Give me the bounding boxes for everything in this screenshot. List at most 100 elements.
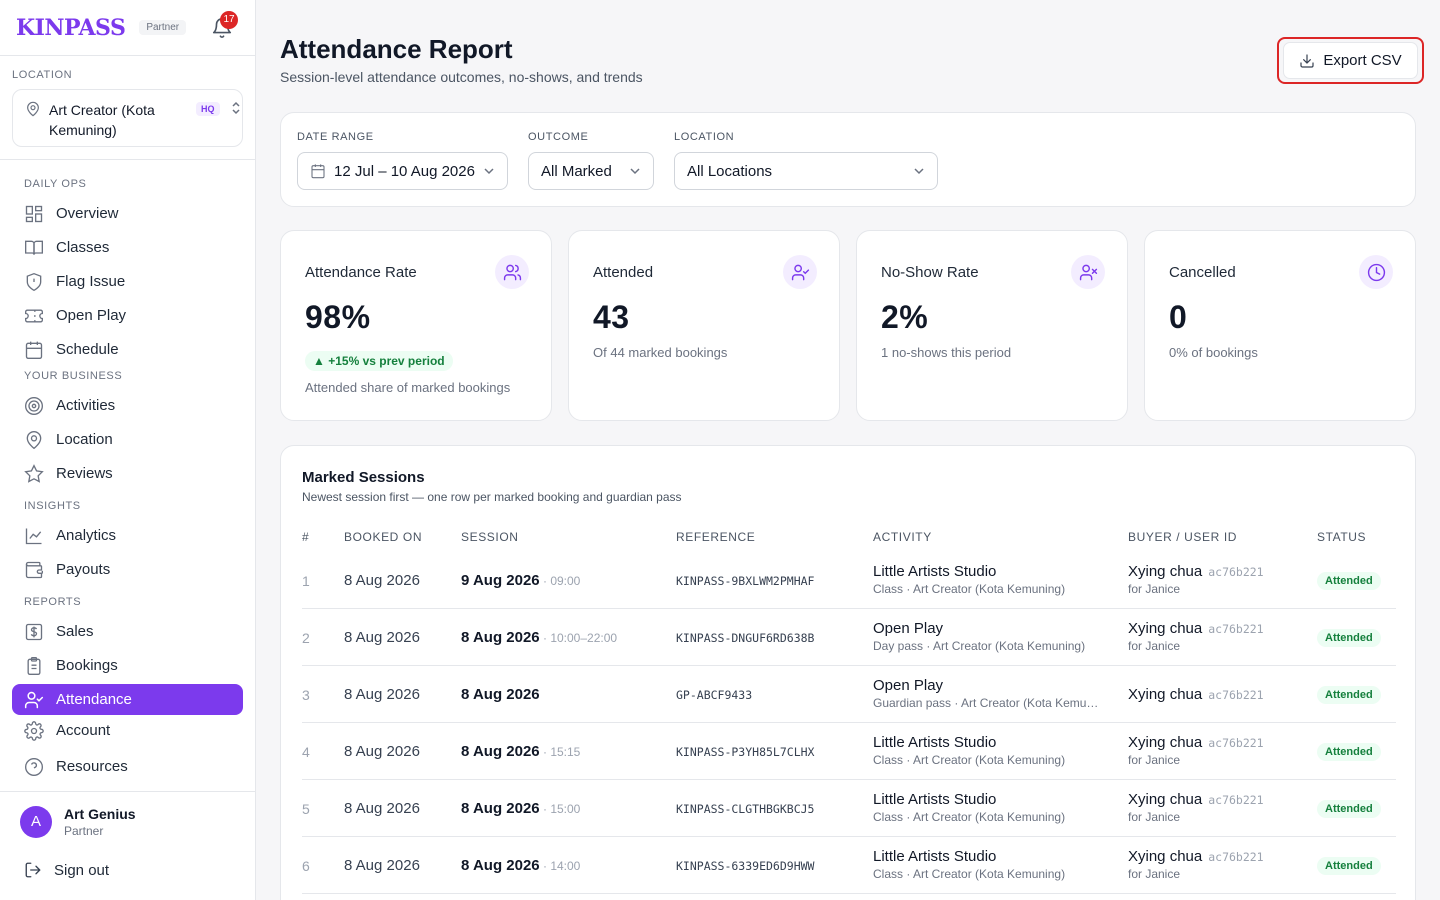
book-open-icon: [25, 240, 43, 255]
booked-on: 8 Aug 2026: [344, 686, 420, 703]
nav-label: Schedule: [56, 341, 119, 358]
activity-cell: Open Play Day pass · Art Creator (Kota Ke…: [873, 620, 1109, 653]
date-range-select[interactable]: 12 Jul – 10 Aug 2026: [297, 152, 508, 190]
buyer-cell: Xying chua ac76b221 for Janice: [1128, 791, 1264, 824]
table-row[interactable]: 3 8 Aug 2026 8 Aug 2026 GP-ABCF9433 Open Pla…: [302, 666, 1396, 723]
activity-detail: Class · Art Creator (Kota Kemuning): [873, 867, 1066, 881]
session-date: 8 Aug 2026: [461, 629, 540, 646]
hq-badge: HQ: [196, 102, 220, 116]
booking-reference[interactable]: KINPASS-9BXLWM2PMHAF: [676, 574, 815, 588]
table-row[interactable]: 1 8 Aug 2026 9 Aug 2026 · 09:00 KINPASS-9BX…: [302, 552, 1396, 609]
stat-title: Attended: [593, 264, 654, 281]
chevron-down-icon: [630, 168, 640, 175]
user-profile[interactable]: A Art Genius Partner: [20, 806, 136, 838]
notification-count-badge: 17: [220, 11, 238, 29]
ticket-icon: [25, 309, 43, 322]
location-switcher[interactable]: Art Creator (Kota Kemuning) HQ: [12, 89, 243, 147]
row-number: 5: [302, 801, 310, 817]
session-cell: 8 Aug 2026 · 15:15: [461, 743, 580, 760]
nav-item-location[interactable]: Location: [12, 424, 243, 455]
location-label: LOCATION: [12, 69, 73, 81]
chevron-down-icon: [484, 168, 494, 175]
calendar-icon: [25, 341, 43, 359]
location-filter-select[interactable]: All Locations: [674, 152, 938, 190]
users-icon: [495, 255, 529, 289]
sidebar-footer: A Art Genius Partner Sign out: [0, 791, 255, 900]
user-id: ac76b221: [1208, 688, 1264, 702]
column-header: REFERENCE: [676, 530, 756, 544]
help-circle-icon: [25, 757, 43, 776]
booking-reference[interactable]: GP-ABCF9433: [676, 688, 753, 702]
row-number: 6: [302, 858, 310, 874]
gear-icon: [24, 720, 44, 741]
buyer-for: for Janice: [1128, 867, 1181, 881]
user-id: ac76b221: [1208, 565, 1264, 579]
user-name: Art Genius: [64, 806, 136, 822]
status-badge: Attended: [1317, 800, 1381, 818]
nav-item-schedule[interactable]: Schedule: [12, 334, 243, 365]
session-time: · 10:00–22:00: [539, 631, 618, 645]
booking-reference[interactable]: KINPASS-CLGTHBGKBCJ5: [676, 802, 815, 816]
buyer-cell: Xying chua ac76b221 for Janice: [1128, 620, 1264, 653]
user-x-icon: [1071, 255, 1105, 289]
column-header: BUYER / USER ID: [1128, 530, 1238, 544]
export-csv-button[interactable]: Export CSV: [1283, 42, 1418, 79]
map-pin-icon: [27, 101, 39, 117]
buyer-for: for Janice: [1128, 639, 1181, 653]
nav-item-open-play[interactable]: Open Play: [12, 300, 243, 331]
section-title: Marked Sessions: [302, 469, 425, 486]
stat-card-cancelled: Cancelled 0 0% of bookings: [1144, 230, 1416, 421]
nav-item-sales[interactable]: Sales: [12, 616, 243, 647]
nav-item-account[interactable]: Account: [12, 715, 243, 746]
nav-item-resources[interactable]: Resources: [12, 751, 243, 782]
nav-label: Bookings: [56, 657, 118, 674]
sign-out-button[interactable]: Sign out: [24, 861, 109, 879]
activity-cell: Little Artists Studio Class · Art Creator…: [873, 848, 1109, 881]
user-role: Partner: [64, 824, 104, 838]
stat-value: 2%: [881, 299, 929, 335]
session-date: 8 Aug 2026: [461, 800, 540, 817]
nav-item-activities[interactable]: Activities: [12, 390, 243, 421]
buyer-for: for Janice: [1128, 810, 1181, 824]
buyer-cell: Xying chua ac76b221 for Janice: [1128, 734, 1264, 767]
activity-cell: Little Artists Studio Class · Art Creator…: [873, 791, 1109, 824]
buyer-name: Xying chua: [1128, 848, 1203, 865]
session-time: · 15:00: [539, 802, 581, 816]
buyer-cell: Xying chua ac76b221 for Janice: [1128, 848, 1264, 881]
booked-on: 8 Aug 2026: [344, 857, 420, 874]
nav-item-bookings[interactable]: Bookings: [12, 650, 243, 681]
booking-reference[interactable]: KINPASS-DNGUF6RD638B: [676, 631, 815, 645]
nav-item-attendance[interactable]: Attendance: [12, 684, 243, 715]
nav-item-analytics[interactable]: Analytics: [12, 520, 243, 551]
session-date: 8 Aug 2026: [461, 743, 540, 760]
nav-item-overview[interactable]: Overview: [12, 198, 243, 229]
activity-name: Little Artists Studio: [873, 848, 997, 865]
nav-item-flag-issue[interactable]: Flag Issue: [12, 266, 243, 297]
nav-item-classes[interactable]: Classes: [12, 232, 243, 263]
nav-section-insights: INSIGHTS: [24, 500, 81, 512]
column-header: BOOKED ON: [344, 530, 423, 544]
row-number: 3: [302, 687, 310, 703]
nav-label: Account: [56, 722, 111, 739]
kinpass-logo[interactable]: KINPASS: [16, 14, 126, 41]
outcome-select[interactable]: All Marked: [528, 152, 654, 190]
booking-reference[interactable]: KINPASS-P3YH85L7CLHX: [676, 745, 815, 759]
nav-label: Location: [56, 431, 113, 448]
nav-label: Sales: [56, 623, 94, 640]
nav-item-reviews[interactable]: Reviews: [12, 458, 243, 489]
chevron-down-icon: [914, 168, 924, 175]
booking-reference[interactable]: KINPASS-6339ED6D9HWW: [676, 859, 815, 873]
stat-value: 0: [1169, 299, 1188, 335]
stat-card-attendance-rate: Attendance Rate 98% ▲ +15% vs prev perio…: [280, 230, 552, 421]
buyer-name: Xying chua: [1128, 686, 1203, 703]
nav-label: Classes: [56, 239, 110, 256]
nav-item-payouts[interactable]: Payouts: [12, 554, 243, 585]
activity-name: Little Artists Studio: [873, 791, 997, 808]
user-check-icon: [783, 255, 817, 289]
outcome-label: OUTCOME: [528, 131, 589, 143]
status-badge: Attended: [1317, 743, 1381, 761]
